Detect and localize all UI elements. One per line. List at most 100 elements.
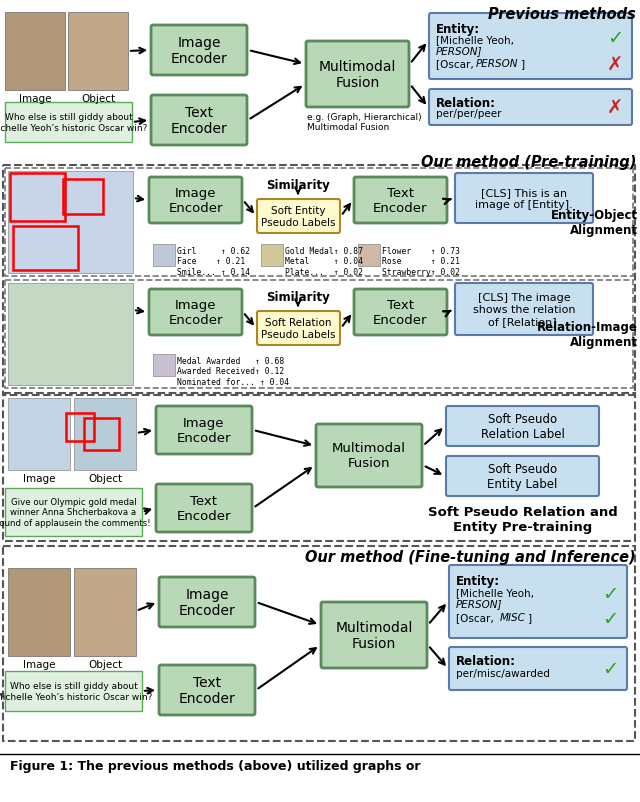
Bar (84, 419, 119, 451)
FancyBboxPatch shape (354, 178, 447, 224)
Text: Who else is still giddy about
Michelle Yeoh’s historic Oscar win?: Who else is still giddy about Michelle Y… (0, 682, 152, 701)
Text: Similarity: Similarity (266, 179, 330, 192)
Bar (5, 168, 633, 277)
FancyBboxPatch shape (455, 174, 593, 224)
Bar (63, 180, 103, 215)
Text: Soft Relation
Pseudo Labels: Soft Relation Pseudo Labels (261, 318, 336, 339)
Bar (10, 174, 65, 221)
Text: ✗: ✗ (607, 99, 623, 117)
Bar (5, 103, 132, 143)
Text: Relation:: Relation: (436, 97, 496, 110)
Text: PERSON: PERSON (476, 59, 518, 69)
Text: Relation:: Relation: (456, 654, 516, 667)
Text: Soft Pseudo Relation and
Entity Pre-training: Soft Pseudo Relation and Entity Pre-trai… (428, 505, 618, 533)
Bar (8, 172, 133, 273)
Text: per/misc/awarded: per/misc/awarded (456, 668, 550, 678)
Text: Soft Entity
Pseudo Labels: Soft Entity Pseudo Labels (261, 206, 336, 228)
Text: PERSON]: PERSON] (456, 598, 502, 608)
Text: ]: ] (521, 59, 525, 69)
FancyBboxPatch shape (159, 665, 255, 715)
Text: Entity-Object
Alignment: Entity-Object Alignment (551, 209, 638, 237)
Bar (153, 245, 175, 267)
Text: Object: Object (88, 473, 122, 484)
Text: Text
Encoder: Text Encoder (177, 494, 231, 522)
FancyBboxPatch shape (449, 565, 627, 638)
Text: ✓: ✓ (602, 610, 618, 629)
Text: ]: ] (528, 612, 532, 622)
FancyBboxPatch shape (149, 290, 242, 335)
FancyBboxPatch shape (257, 200, 340, 233)
Text: Flower    ↑ 0.73
Rose      ↑ 0.21
Strawberry↑ 0.02: Flower ↑ 0.73 Rose ↑ 0.21 Strawberry↑ 0.… (382, 247, 460, 277)
Text: Who else is still giddy about
Michelle Yeoh’s historic Oscar win?: Who else is still giddy about Michelle Y… (0, 113, 147, 132)
FancyBboxPatch shape (316, 424, 422, 488)
Bar (74, 399, 136, 471)
Text: Object: Object (81, 94, 115, 104)
FancyBboxPatch shape (151, 26, 247, 76)
Bar (66, 414, 94, 441)
Text: Relation-Image
Alignment: Relation-Image Alignment (537, 321, 638, 349)
Text: Girl     ↑ 0.62
Face    ↑ 0.21
Smile... ↑ 0.14: Girl ↑ 0.62 Face ↑ 0.21 Smile... ↑ 0.14 (177, 247, 250, 277)
Text: Image: Image (19, 94, 51, 104)
Text: ✗: ✗ (607, 55, 623, 75)
Text: Entity:: Entity: (436, 23, 480, 36)
Text: Object: Object (88, 659, 122, 669)
Text: PERSON]: PERSON] (436, 46, 483, 56)
Text: Image: Image (23, 473, 55, 484)
FancyBboxPatch shape (151, 96, 247, 146)
FancyBboxPatch shape (429, 90, 632, 126)
FancyBboxPatch shape (446, 456, 599, 496)
Bar (5, 488, 142, 537)
Text: Image
Encoder: Image Encoder (168, 298, 223, 326)
Text: Soft Pseudo
Entity Label: Soft Pseudo Entity Label (487, 463, 557, 490)
FancyBboxPatch shape (306, 42, 409, 107)
Bar (3, 546, 635, 741)
Text: Give our Olympic gold medal
winner Anna Shcherbakova a
round of applausein the c: Give our Olympic gold medal winner Anna … (0, 497, 151, 527)
Text: Image
Encoder: Image Encoder (171, 36, 227, 66)
FancyBboxPatch shape (156, 407, 252, 455)
Text: Text
Encoder: Text Encoder (179, 675, 236, 705)
Bar (261, 245, 283, 267)
Bar (74, 569, 136, 656)
FancyBboxPatch shape (257, 312, 340, 346)
Bar (5, 281, 633, 388)
Text: ✓: ✓ (607, 30, 623, 48)
Text: Similarity: Similarity (266, 290, 330, 304)
Bar (13, 227, 78, 270)
Bar (5, 671, 142, 711)
Text: Text
Encoder: Text Encoder (373, 187, 428, 215)
Bar (68, 13, 128, 91)
Text: per/per/peer: per/per/peer (436, 109, 502, 119)
Text: MISC: MISC (500, 612, 526, 622)
Text: Entity:: Entity: (456, 574, 500, 587)
Text: Multimodal
Fusion: Multimodal Fusion (319, 60, 396, 90)
FancyBboxPatch shape (354, 290, 447, 335)
FancyBboxPatch shape (321, 602, 427, 668)
Text: Figure 1: The previous methods (above) utilized graphs or: Figure 1: The previous methods (above) u… (10, 759, 420, 772)
FancyBboxPatch shape (446, 407, 599, 447)
Bar (3, 394, 635, 541)
Text: [Oscar,: [Oscar, (436, 59, 477, 69)
Text: Image: Image (23, 659, 55, 669)
Text: [CLS] The image
shows the relation
of [Relation].: [CLS] The image shows the relation of [R… (473, 293, 575, 326)
FancyBboxPatch shape (159, 577, 255, 627)
Bar (5, 13, 65, 91)
Text: Multimodal
Fusion: Multimodal Fusion (335, 620, 413, 650)
Text: Our method (Fine-tuning and Inference): Our method (Fine-tuning and Inference) (305, 549, 636, 565)
Text: [Michelle Yeoh,: [Michelle Yeoh, (436, 35, 514, 45)
Bar (3, 166, 635, 395)
Bar (8, 569, 70, 656)
FancyBboxPatch shape (149, 178, 242, 224)
Text: [Oscar,: [Oscar, (456, 612, 497, 622)
Text: [Michelle Yeoh,: [Michelle Yeoh, (456, 587, 534, 597)
FancyBboxPatch shape (449, 647, 627, 691)
Text: Image
Encoder: Image Encoder (168, 187, 223, 215)
Text: Multimodal
Fusion: Multimodal Fusion (332, 442, 406, 470)
Text: Previous methods: Previous methods (488, 7, 636, 22)
Text: Gold Medal↑ 0.87
Metal     ↑ 0.04
Plate...  ↑ 0.02: Gold Medal↑ 0.87 Metal ↑ 0.04 Plate... ↑… (285, 247, 363, 277)
Text: [CLS] This is an
image of [Entity].: [CLS] This is an image of [Entity]. (475, 188, 573, 209)
Text: Soft Pseudo
Relation Label: Soft Pseudo Relation Label (481, 412, 564, 440)
Bar (8, 399, 70, 471)
Bar (153, 354, 175, 376)
Text: ✓: ✓ (602, 585, 618, 604)
Text: Text
Encoder: Text Encoder (171, 106, 227, 136)
